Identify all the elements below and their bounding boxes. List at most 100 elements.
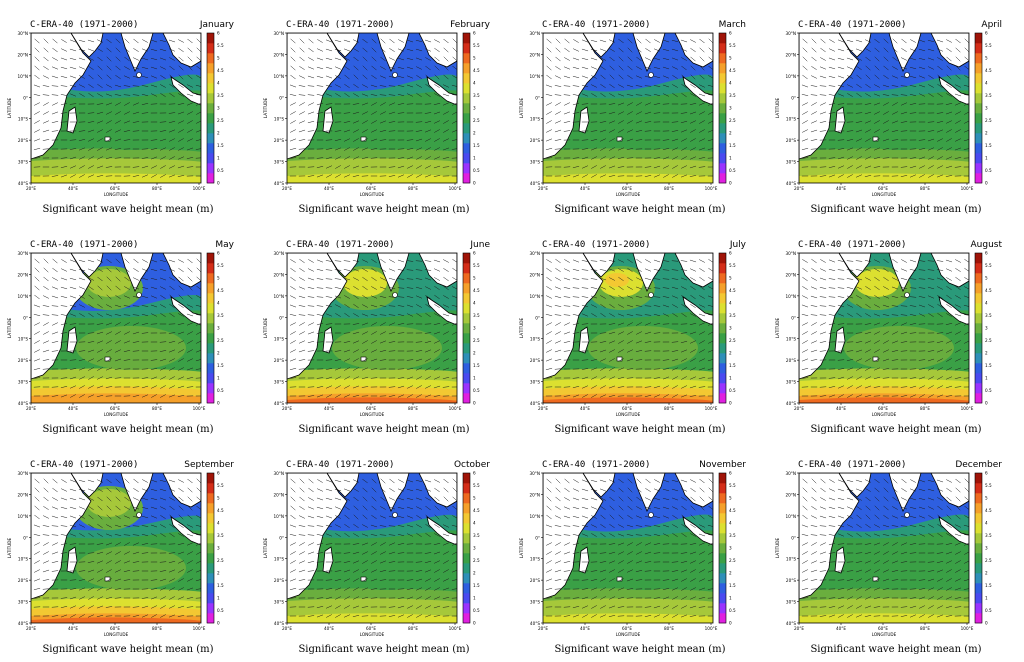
wave-arrow: [811, 496, 817, 502]
wave-arrow: [811, 487, 817, 493]
wave-arrow: [671, 269, 679, 271]
wave-arrow: [901, 488, 907, 492]
wave-arrow: [855, 332, 863, 334]
wave-arrow: [325, 165, 333, 169]
wave-arrow: [150, 75, 158, 79]
wave-arrow: [151, 394, 157, 398]
y-axis-label: LATITUDE: [519, 318, 524, 339]
wave-arrow: [353, 156, 359, 160]
wave-arrow: [599, 39, 607, 43]
wave-arrow: [443, 487, 449, 493]
wave-arrow: [891, 314, 899, 316]
land-madagascar: [578, 106, 590, 134]
wave-arrow: [617, 166, 625, 168]
wave-arrow: [433, 376, 441, 380]
land-southeast-asia: [930, 253, 969, 288]
colorbar-segment: [463, 473, 470, 484]
wave-arrow: [370, 569, 378, 573]
colorbar-segment: [719, 143, 726, 154]
wave-arrow: [681, 505, 687, 511]
colorbar-segment: [975, 523, 982, 534]
wave-arrow: [33, 524, 41, 528]
wave-arrow: [96, 39, 104, 43]
wave-arrow: [636, 487, 642, 493]
wave-arrow: [618, 304, 624, 308]
colorbar-tick-label: 1.5: [473, 363, 480, 368]
wave-arrow: [370, 157, 378, 159]
colorbar-segment: [207, 513, 214, 524]
wave-arrow: [635, 286, 643, 290]
wave-arrow: [600, 605, 606, 609]
wave-arrow: [308, 268, 314, 272]
wave-arrow: [644, 268, 652, 272]
colorbar-tick-label: 0.5: [473, 388, 480, 393]
wave-arrow: [873, 166, 881, 168]
wave-arrow: [671, 39, 679, 43]
wave-arrow: [618, 331, 624, 335]
wave-arrow: [141, 85, 149, 87]
wave-arrow: [87, 614, 95, 618]
wave-arrow: [546, 295, 552, 299]
wave-arrow: [425, 605, 431, 609]
colorbar-segment: [463, 323, 470, 334]
wave-arrow: [397, 488, 405, 492]
wave-arrow: [60, 48, 68, 52]
wave-arrow: [97, 349, 103, 353]
wave-arrow: [344, 385, 350, 389]
wave-arrow: [353, 488, 359, 492]
wave-arrow: [644, 561, 652, 563]
wave-arrow: [819, 534, 827, 536]
wave-arrow: [307, 305, 315, 307]
wave-arrow: [353, 367, 359, 371]
y-axis-label: LATITUDE: [7, 318, 12, 339]
wave-arrow: [810, 148, 818, 150]
colorbar-tick-label: 3: [217, 546, 220, 551]
wave-arrow: [334, 287, 342, 289]
lon-tick-label: 40°E: [324, 406, 334, 411]
wave-arrow: [132, 111, 140, 115]
wave-arrow: [892, 506, 898, 510]
wave-arrow: [699, 569, 705, 573]
wave-arrow: [352, 551, 360, 555]
wave-arrow: [865, 488, 871, 492]
wave-arrow: [316, 102, 324, 106]
wave-arrow: [600, 84, 606, 88]
wave-arrow: [909, 157, 917, 159]
wave-arrow: [883, 331, 889, 335]
wave-arrow: [298, 139, 306, 141]
wave-arrow: [819, 130, 827, 132]
colorbar-tick-label: 4.5: [729, 68, 736, 73]
wave-arrow: [955, 276, 961, 282]
wave-arrow: [133, 38, 139, 44]
wave-arrow: [617, 367, 625, 371]
wave-arrow: [564, 322, 570, 326]
wave-arrow: [819, 66, 827, 70]
colorbar-segment: [207, 173, 214, 184]
wave-arrow: [545, 377, 553, 379]
colorbar-tick-label: 1.5: [985, 143, 992, 148]
wave-arrow: [114, 588, 122, 590]
wave-arrow: [662, 139, 670, 141]
wave-arrow: [892, 542, 898, 546]
wave-arrow: [572, 102, 580, 106]
wave-arrow: [909, 497, 917, 501]
wave-arrow: [945, 605, 953, 609]
wave-arrow: [928, 84, 934, 88]
wave-arrow: [51, 75, 59, 79]
wave-arrow: [69, 304, 77, 308]
wave-arrow: [160, 605, 166, 609]
wave-arrow: [653, 543, 661, 545]
wave-arrow: [581, 57, 589, 61]
colorbar-segment: [975, 573, 982, 584]
wave-arrow: [389, 488, 395, 492]
wave-arrow: [124, 102, 130, 106]
wave-arrow: [672, 596, 678, 600]
wave-arrow: [891, 534, 899, 536]
wave-arrow: [680, 394, 688, 398]
wave-arrow: [918, 66, 926, 70]
lon-tick-label: 80°E: [152, 406, 162, 411]
wave-arrow: [671, 358, 679, 362]
wave-arrow: [855, 394, 863, 398]
wave-arrow: [847, 614, 853, 618]
wave-band-central: [332, 326, 442, 370]
